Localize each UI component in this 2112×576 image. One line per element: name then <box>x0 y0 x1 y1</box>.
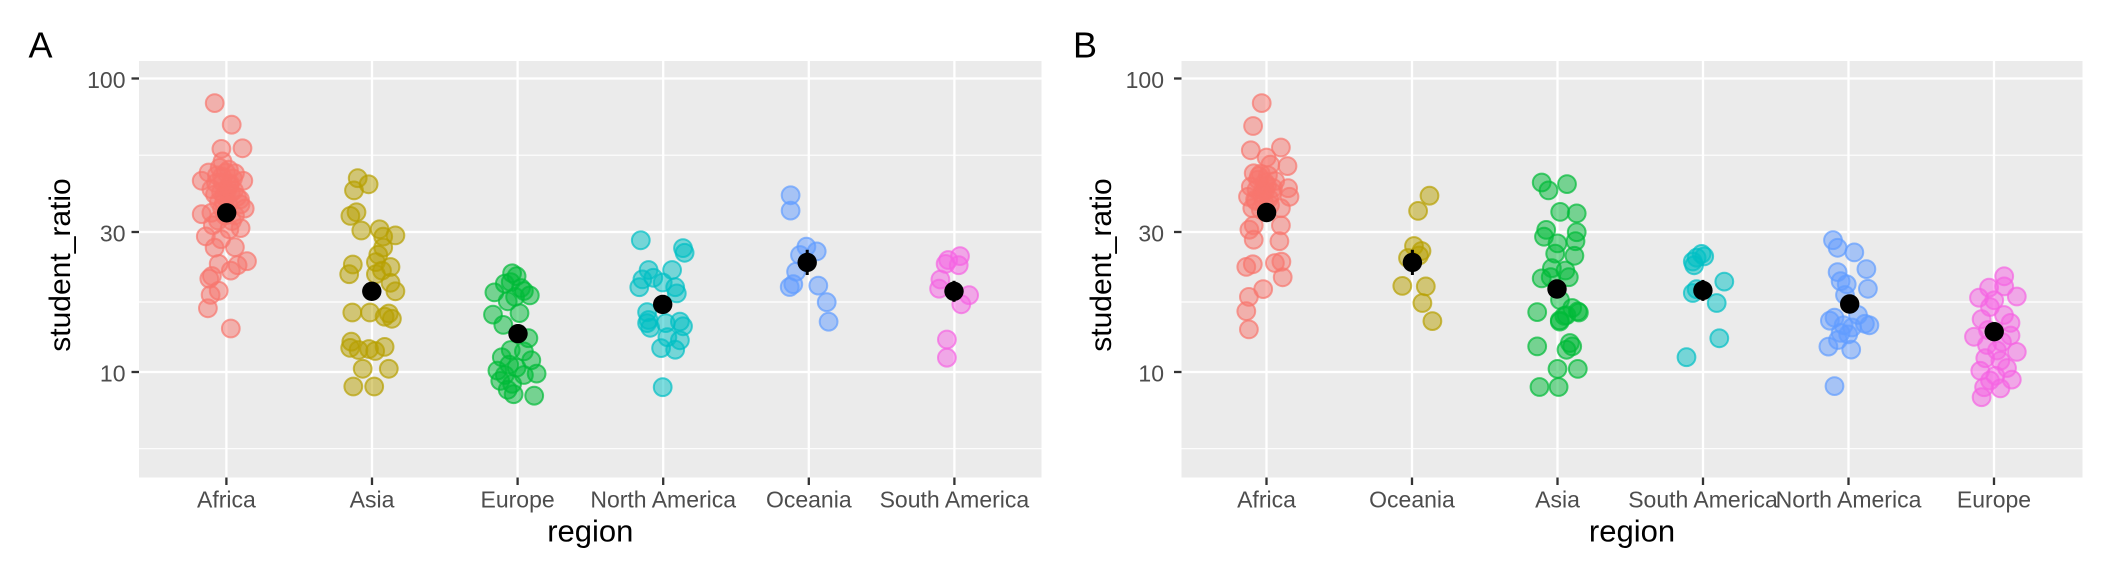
svg-text:A: A <box>29 25 53 66</box>
svg-text:10: 10 <box>100 360 126 386</box>
svg-text:30: 30 <box>1138 220 1164 246</box>
svg-text:student_ratio: student_ratio <box>1085 178 1118 351</box>
svg-text:Oceania: Oceania <box>1369 487 1455 513</box>
svg-text:100: 100 <box>87 67 125 93</box>
svg-text:100: 100 <box>1126 67 1164 93</box>
svg-text:South America: South America <box>1628 487 1778 513</box>
svg-text:10: 10 <box>1138 360 1164 386</box>
svg-text:30: 30 <box>100 220 126 246</box>
svg-text:B: B <box>1073 25 1097 66</box>
svg-text:Africa: Africa <box>1237 487 1296 513</box>
svg-text:Europe: Europe <box>481 487 555 513</box>
svg-text:Europe: Europe <box>1957 487 2031 513</box>
svg-text:North America: North America <box>590 487 736 513</box>
svg-text:Oceania: Oceania <box>766 487 852 513</box>
svg-text:region: region <box>1589 514 1675 549</box>
svg-text:South America: South America <box>880 487 1030 513</box>
svg-text:North America: North America <box>1776 487 1922 513</box>
svg-text:Asia: Asia <box>350 487 395 513</box>
svg-text:Africa: Africa <box>197 487 256 513</box>
svg-text:Asia: Asia <box>1535 487 1580 513</box>
svg-text:region: region <box>547 514 633 549</box>
svg-text:student_ratio: student_ratio <box>44 178 77 351</box>
